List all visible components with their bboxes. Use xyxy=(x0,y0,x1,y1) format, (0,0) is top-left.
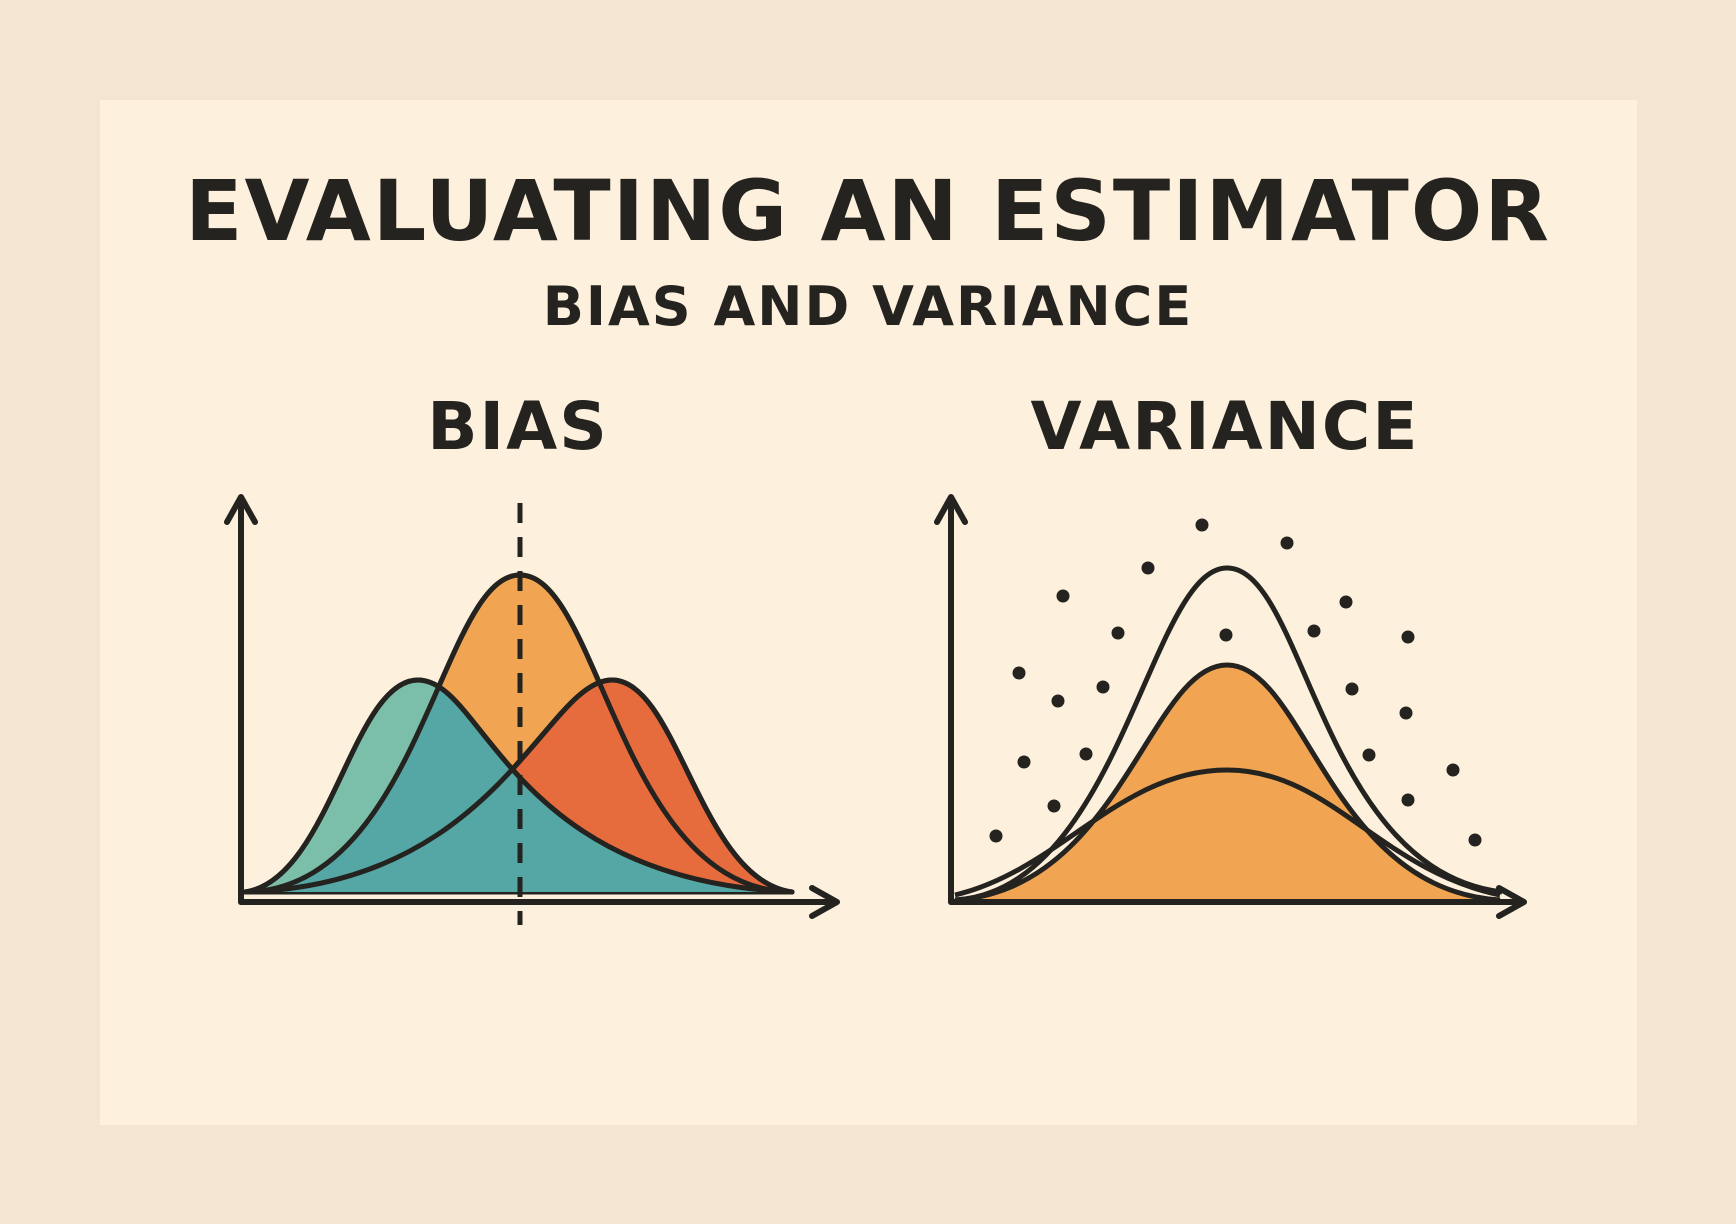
bias-diagram xyxy=(224,494,840,925)
scatter-dot xyxy=(1401,793,1415,807)
scatter-dot xyxy=(1012,666,1026,680)
scatter-dot xyxy=(1219,628,1233,642)
bias-panel-title: BIAS xyxy=(427,388,609,465)
variance-panel-title: VARIANCE xyxy=(1030,388,1420,465)
x-axis-arrow xyxy=(809,885,840,919)
scatter-dot xyxy=(1047,799,1061,813)
scatter-dot xyxy=(1017,755,1031,769)
y-axis-arrow xyxy=(934,494,968,525)
scatter-dot xyxy=(1111,626,1125,640)
medium-variance-curve xyxy=(954,662,1501,903)
x-axis-arrow xyxy=(1496,885,1527,919)
main-title: EVALUATING AN ESTIMATOR xyxy=(185,162,1551,260)
scatter-dot xyxy=(1280,536,1294,550)
scatter-dot xyxy=(1339,595,1353,609)
scatter-dot xyxy=(1195,518,1209,532)
low-variance-curve xyxy=(954,565,1503,903)
high-variance-curve xyxy=(954,767,1501,898)
scatter-dot xyxy=(1399,706,1413,720)
scatter-dot xyxy=(1307,624,1321,638)
medium-variance-curve-fill xyxy=(955,665,1500,900)
left-distribution-outline xyxy=(244,677,793,895)
subtitle: BIAS AND VARIANCE xyxy=(542,275,1194,338)
scatter-dot xyxy=(1051,694,1065,708)
scatter-dot xyxy=(1079,747,1093,761)
scatter-dot xyxy=(989,829,1003,843)
scatter-dot xyxy=(1362,748,1376,762)
scatter-dot xyxy=(1141,561,1155,575)
scatter-dot xyxy=(1468,833,1482,847)
scatter-dot xyxy=(1446,763,1460,777)
scatter-dot xyxy=(1401,630,1415,644)
variance-diagram xyxy=(934,494,1527,919)
scatter-dot xyxy=(1345,682,1359,696)
content-panel xyxy=(100,100,1637,1125)
right-distribution-outline xyxy=(244,677,793,895)
scatter-dot xyxy=(1056,589,1070,603)
y-axis-arrow xyxy=(224,494,258,525)
scatter-dot xyxy=(1096,680,1110,694)
scatter-dots xyxy=(989,518,1482,847)
